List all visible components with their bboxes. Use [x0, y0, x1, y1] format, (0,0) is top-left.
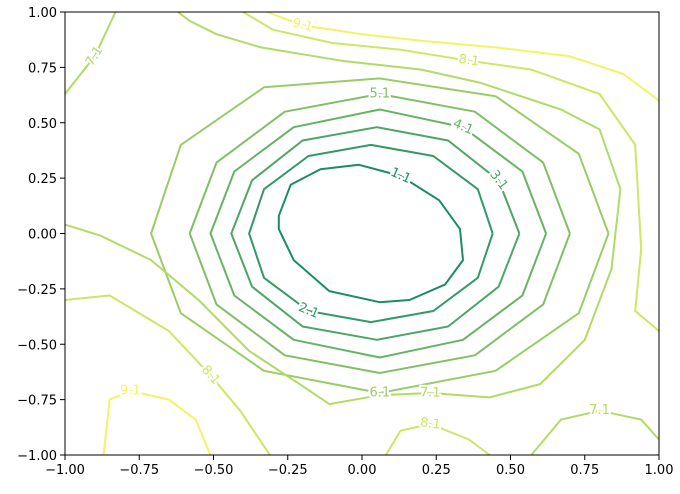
contour-line: [188, 93, 571, 374]
x-tick-label: −0.50: [194, 463, 234, 478]
contour-line: [102, 389, 212, 456]
y-tick-label: −0.25: [17, 283, 57, 298]
contour-line: [266, 11, 660, 102]
contour-label: 9.1: [291, 16, 315, 35]
contour-labels: 1.12.13.14.15.16.1 7.17.17.18.18.18.19.19…: [81, 14, 612, 435]
y-tick-label: −0.75: [17, 394, 57, 409]
contour-line: [230, 126, 521, 341]
contour-label: 3.1: [486, 168, 510, 194]
contour-label: 6.1: [369, 385, 390, 400]
contour-line: [64, 294, 271, 456]
y-tick-label: 0.75: [28, 61, 57, 76]
x-tick-label: −0.75: [119, 463, 159, 478]
contour-line: [277, 163, 464, 304]
contour-label: 1.1: [388, 165, 413, 187]
y-tick-label: 0.50: [28, 117, 57, 132]
contour-line: [242, 11, 660, 332]
x-tick-label: 1.00: [645, 463, 674, 478]
contour-line: [209, 108, 548, 359]
x-tick-label: 0.00: [348, 463, 377, 478]
contour-label: 2.1: [296, 300, 321, 322]
contour-line: [530, 409, 660, 456]
x-tick-label: 0.75: [570, 463, 599, 478]
contour-line: [384, 423, 491, 456]
contour-label: 7.1: [420, 385, 441, 400]
y-tick-label: 1.00: [28, 6, 57, 21]
contour-label: 7.1: [589, 403, 610, 418]
contour-line: [64, 11, 117, 95]
contour-line: [150, 77, 610, 394]
x-tick-label: −1.00: [45, 463, 85, 478]
contour-lines: [64, 11, 660, 456]
x-tick-label: −0.25: [268, 463, 308, 478]
y-tick-label: 0.00: [28, 228, 57, 243]
y-tick-label: −1.00: [17, 449, 57, 464]
contour-label: 9.1: [120, 383, 141, 398]
y-tick-label: 0.25: [28, 172, 57, 187]
x-tick-label: 0.25: [422, 463, 451, 478]
contour-label: 5.1: [369, 86, 390, 101]
contour-label: 8.1: [458, 52, 481, 70]
y-tick-label: −0.50: [17, 338, 57, 353]
contour-label: 8.1: [419, 415, 441, 433]
contour-line: [64, 11, 622, 406]
x-tick-label: 0.50: [496, 463, 525, 478]
contour-line: [248, 143, 494, 324]
